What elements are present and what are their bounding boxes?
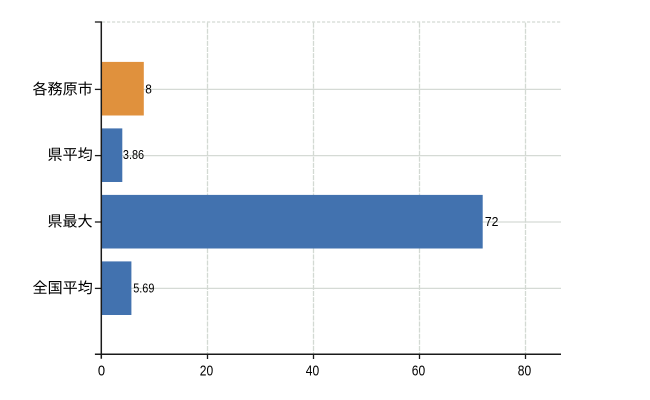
svg-text:40: 40 [306, 363, 319, 379]
svg-text:0: 0 [98, 363, 105, 379]
svg-text:80: 80 [518, 363, 531, 379]
svg-text:5.69: 5.69 [133, 281, 154, 296]
svg-text:20: 20 [200, 363, 213, 379]
svg-text:8: 8 [145, 82, 152, 97]
svg-text:3.86: 3.86 [123, 147, 144, 162]
svg-text:60: 60 [412, 363, 425, 379]
svg-text:72: 72 [485, 214, 499, 229]
